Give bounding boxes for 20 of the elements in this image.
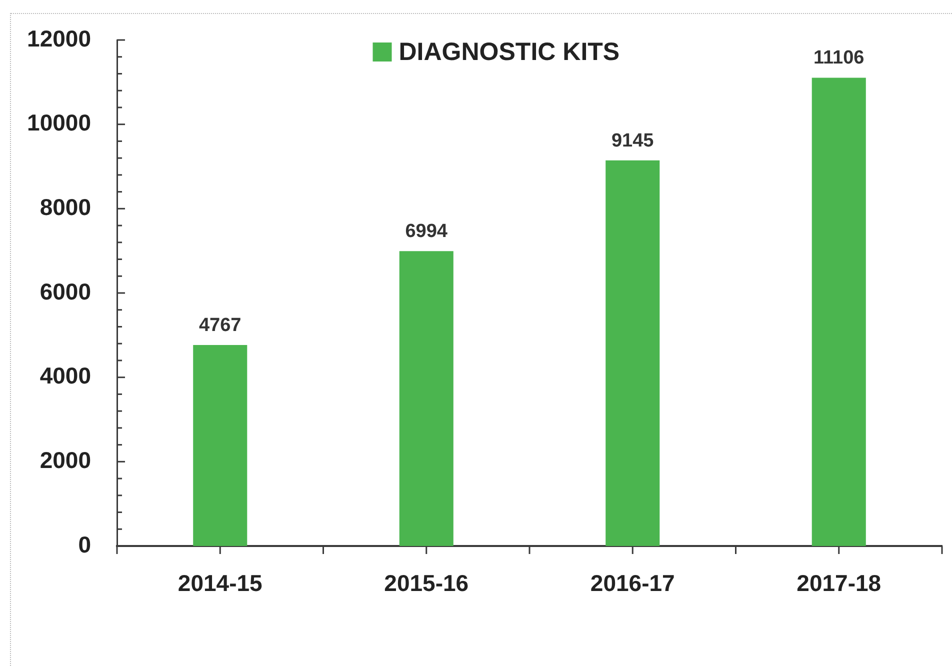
y-tick-label: 12000 xyxy=(27,25,91,52)
y-tick-label: 0 xyxy=(78,531,91,558)
bar xyxy=(399,251,454,546)
legend-label: DIAGNOSTIC KITS xyxy=(398,38,620,66)
bar xyxy=(193,344,248,546)
y-tick-label: 6000 xyxy=(40,278,91,304)
y-tick-label: 4000 xyxy=(40,362,91,389)
x-tick-label: 2015-16 xyxy=(384,570,469,596)
data-label: 9145 xyxy=(611,130,654,152)
data-label: 11106 xyxy=(814,48,864,69)
y-tick-label: 10000 xyxy=(27,110,91,136)
x-tick-label: 2017-18 xyxy=(796,570,882,596)
data-label: 6994 xyxy=(405,221,448,242)
y-tick-label: 8000 xyxy=(40,194,91,220)
y-tick-label: 2000 xyxy=(40,447,91,474)
x-tick-label: 2014-15 xyxy=(178,570,263,596)
x-tick-label: 2016-17 xyxy=(590,570,675,596)
data-label: 4767 xyxy=(198,314,242,336)
bar xyxy=(606,160,660,546)
bar xyxy=(812,78,866,546)
